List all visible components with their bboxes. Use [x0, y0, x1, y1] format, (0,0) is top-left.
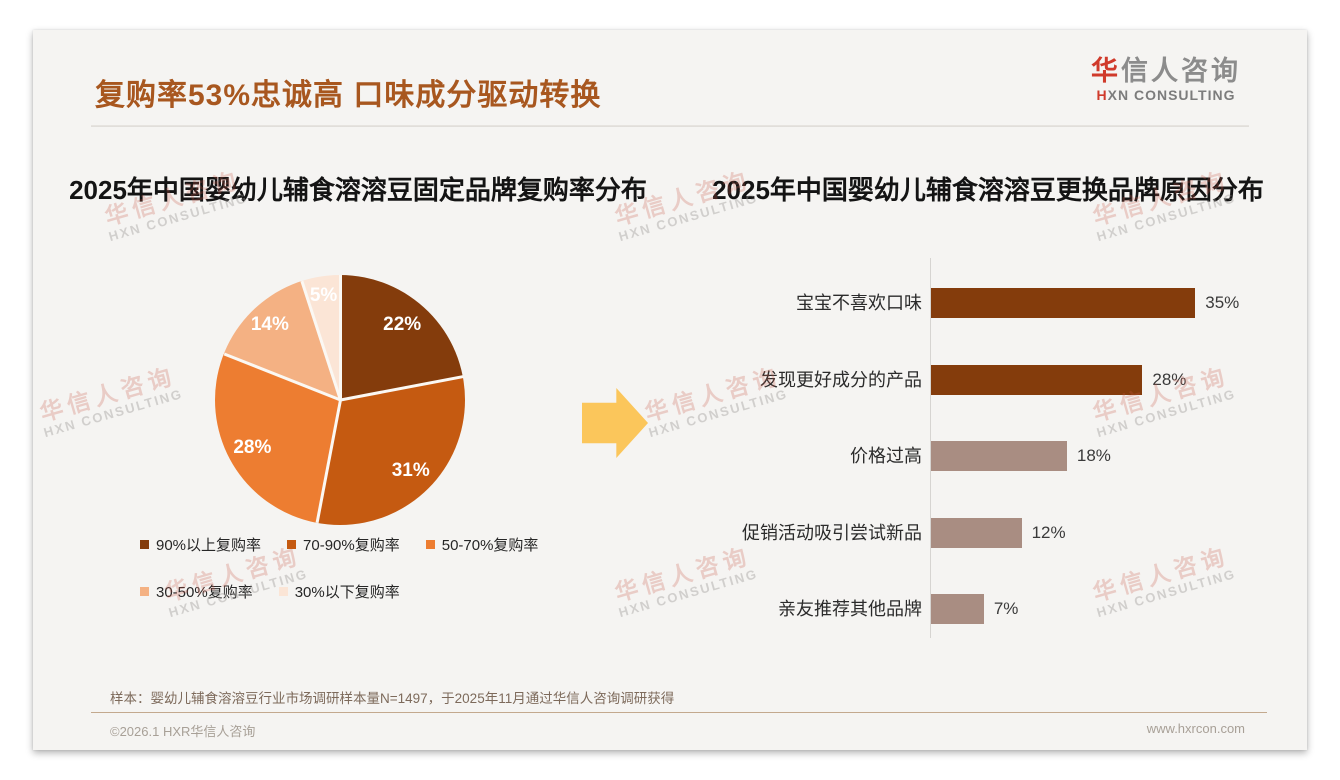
- header-divider: [91, 125, 1249, 127]
- legend-swatch: [287, 540, 297, 549]
- website-text: www.hxrcon.com: [1146, 721, 1245, 736]
- bar-row: 发现更好成分的产品 28%: [693, 364, 1293, 395]
- pie-slice-label: 31%: [391, 459, 430, 481]
- bar-chart-title: 2025年中国婴幼儿辅食溶溶豆更换品牌原因分布: [712, 175, 1264, 205]
- bar-category-label: 亲友推荐其他品牌: [778, 599, 922, 619]
- bar-category-label: 促销活动吸引尝试新品: [742, 522, 922, 543]
- bar-category-label: 宝宝不喜欢口味: [796, 293, 922, 313]
- legend-item: 30%以下复购率: [278, 581, 400, 602]
- legend-label: 50-70%复购率: [441, 537, 539, 554]
- bar: [931, 364, 1143, 395]
- bar-category-label: 发现更好成分的产品: [760, 369, 922, 390]
- bar: [931, 594, 984, 624]
- pie-slice-label: 14%: [250, 314, 289, 336]
- legend-item: 70-90%复购率: [287, 534, 400, 555]
- legend-label: 70-90%复购率: [303, 537, 400, 554]
- footer-divider: [91, 712, 1267, 713]
- bar-chart-axis-line: [930, 258, 931, 638]
- legend-swatch: [425, 540, 435, 549]
- logo-chinese-text: 华信人咨询: [1091, 56, 1241, 87]
- legend-swatch: [278, 587, 288, 596]
- watermark-en-text: HXN CONSULTING: [42, 386, 185, 441]
- logo-en-red-char: H: [1096, 87, 1108, 104]
- legend-item: 30-50%复购率: [140, 581, 253, 602]
- copyright-text: ©2026.1 HXR华信人咨询: [110, 724, 256, 739]
- legend-row: 90%以上复购率 70-90%复购率 50-70%复购率: [140, 534, 620, 555]
- pie-chart: 22% 31% 28% 14% 5%: [215, 275, 465, 525]
- bar-value-label: 35%: [1205, 293, 1240, 312]
- pie-slice-label: 28%: [233, 437, 272, 459]
- bar-category-label: 价格过高: [850, 446, 922, 466]
- legend-label: 30-50%复购率: [156, 584, 253, 601]
- bar: [931, 517, 1022, 548]
- bar-chart: 宝宝不喜欢口味 35% 发现更好成分的产品 28% 价格过高 18% 促销活动吸引尝试新品 1…: [693, 258, 1293, 653]
- bar-value-label: 28%: [1152, 369, 1187, 389]
- logo-en-gray-chars: XN CONSULTING: [1107, 87, 1236, 104]
- slide-card: 复购率53%忠诚高 口味成分驱动转换 华信人咨询 HXN CONSULTING …: [33, 30, 1307, 750]
- bar-row: 促销活动吸引尝试新品 12%: [693, 517, 1293, 548]
- company-logo: 华信人咨询 HXN CONSULTING: [1091, 56, 1241, 103]
- logo-english-text: HXN CONSULTING: [1091, 87, 1241, 103]
- bar: [931, 288, 1196, 318]
- pie-legend: 90%以上复购率 70-90%复购率 50-70%复购率 30-50%复购率 30%以下…: [140, 534, 620, 628]
- pie-slice-label: 22%: [383, 313, 422, 335]
- bar-value-label: 12%: [1031, 522, 1066, 542]
- right-arrow-shape: [582, 388, 648, 458]
- legend-item: 50-70%复购率: [425, 534, 539, 555]
- bar-row: 亲友推荐其他品牌 7%: [693, 594, 1293, 624]
- legend-label: 90%以上复购率: [156, 537, 262, 554]
- logo-cn-gray-chars: 信人咨询: [1121, 56, 1241, 86]
- logo-cn-red-char: 华: [1091, 56, 1121, 86]
- footer: ©2026.1 HXR华信人咨询 www.hxrcon.com: [110, 721, 1245, 740]
- bar-value-label: 18%: [1076, 446, 1111, 465]
- legend-swatch: [140, 540, 149, 549]
- page-title: 复购率53%忠诚高 口味成分驱动转换: [95, 79, 602, 112]
- bar-value-label: 7%: [993, 599, 1019, 618]
- legend-item: 90%以上复购率: [140, 534, 261, 555]
- watermark-cn-text: 华信人咨询: [37, 362, 179, 427]
- pie-chart-title: 2025年中国婴幼儿辅食溶溶豆固定品牌复购率分布: [69, 175, 647, 205]
- bar: [931, 441, 1067, 471]
- bar-row: 价格过高 18%: [693, 441, 1293, 471]
- pie-slice-label: 5%: [309, 285, 338, 307]
- legend-label: 30%以下复购率: [294, 584, 400, 601]
- pie-slice-separator: [338, 275, 342, 400]
- legend-swatch: [140, 587, 149, 596]
- watermark: 华信人咨询 HXN CONSULTING: [23, 358, 198, 445]
- bar-row: 宝宝不喜欢口味 35%: [693, 288, 1293, 318]
- legend-row: 30-50%复购率 30%以下复购率: [140, 581, 620, 602]
- sample-footnote: 样本：婴幼儿辅食溶溶豆行业市场调研样本量N=1497，于2025年11月通过华信…: [110, 691, 675, 706]
